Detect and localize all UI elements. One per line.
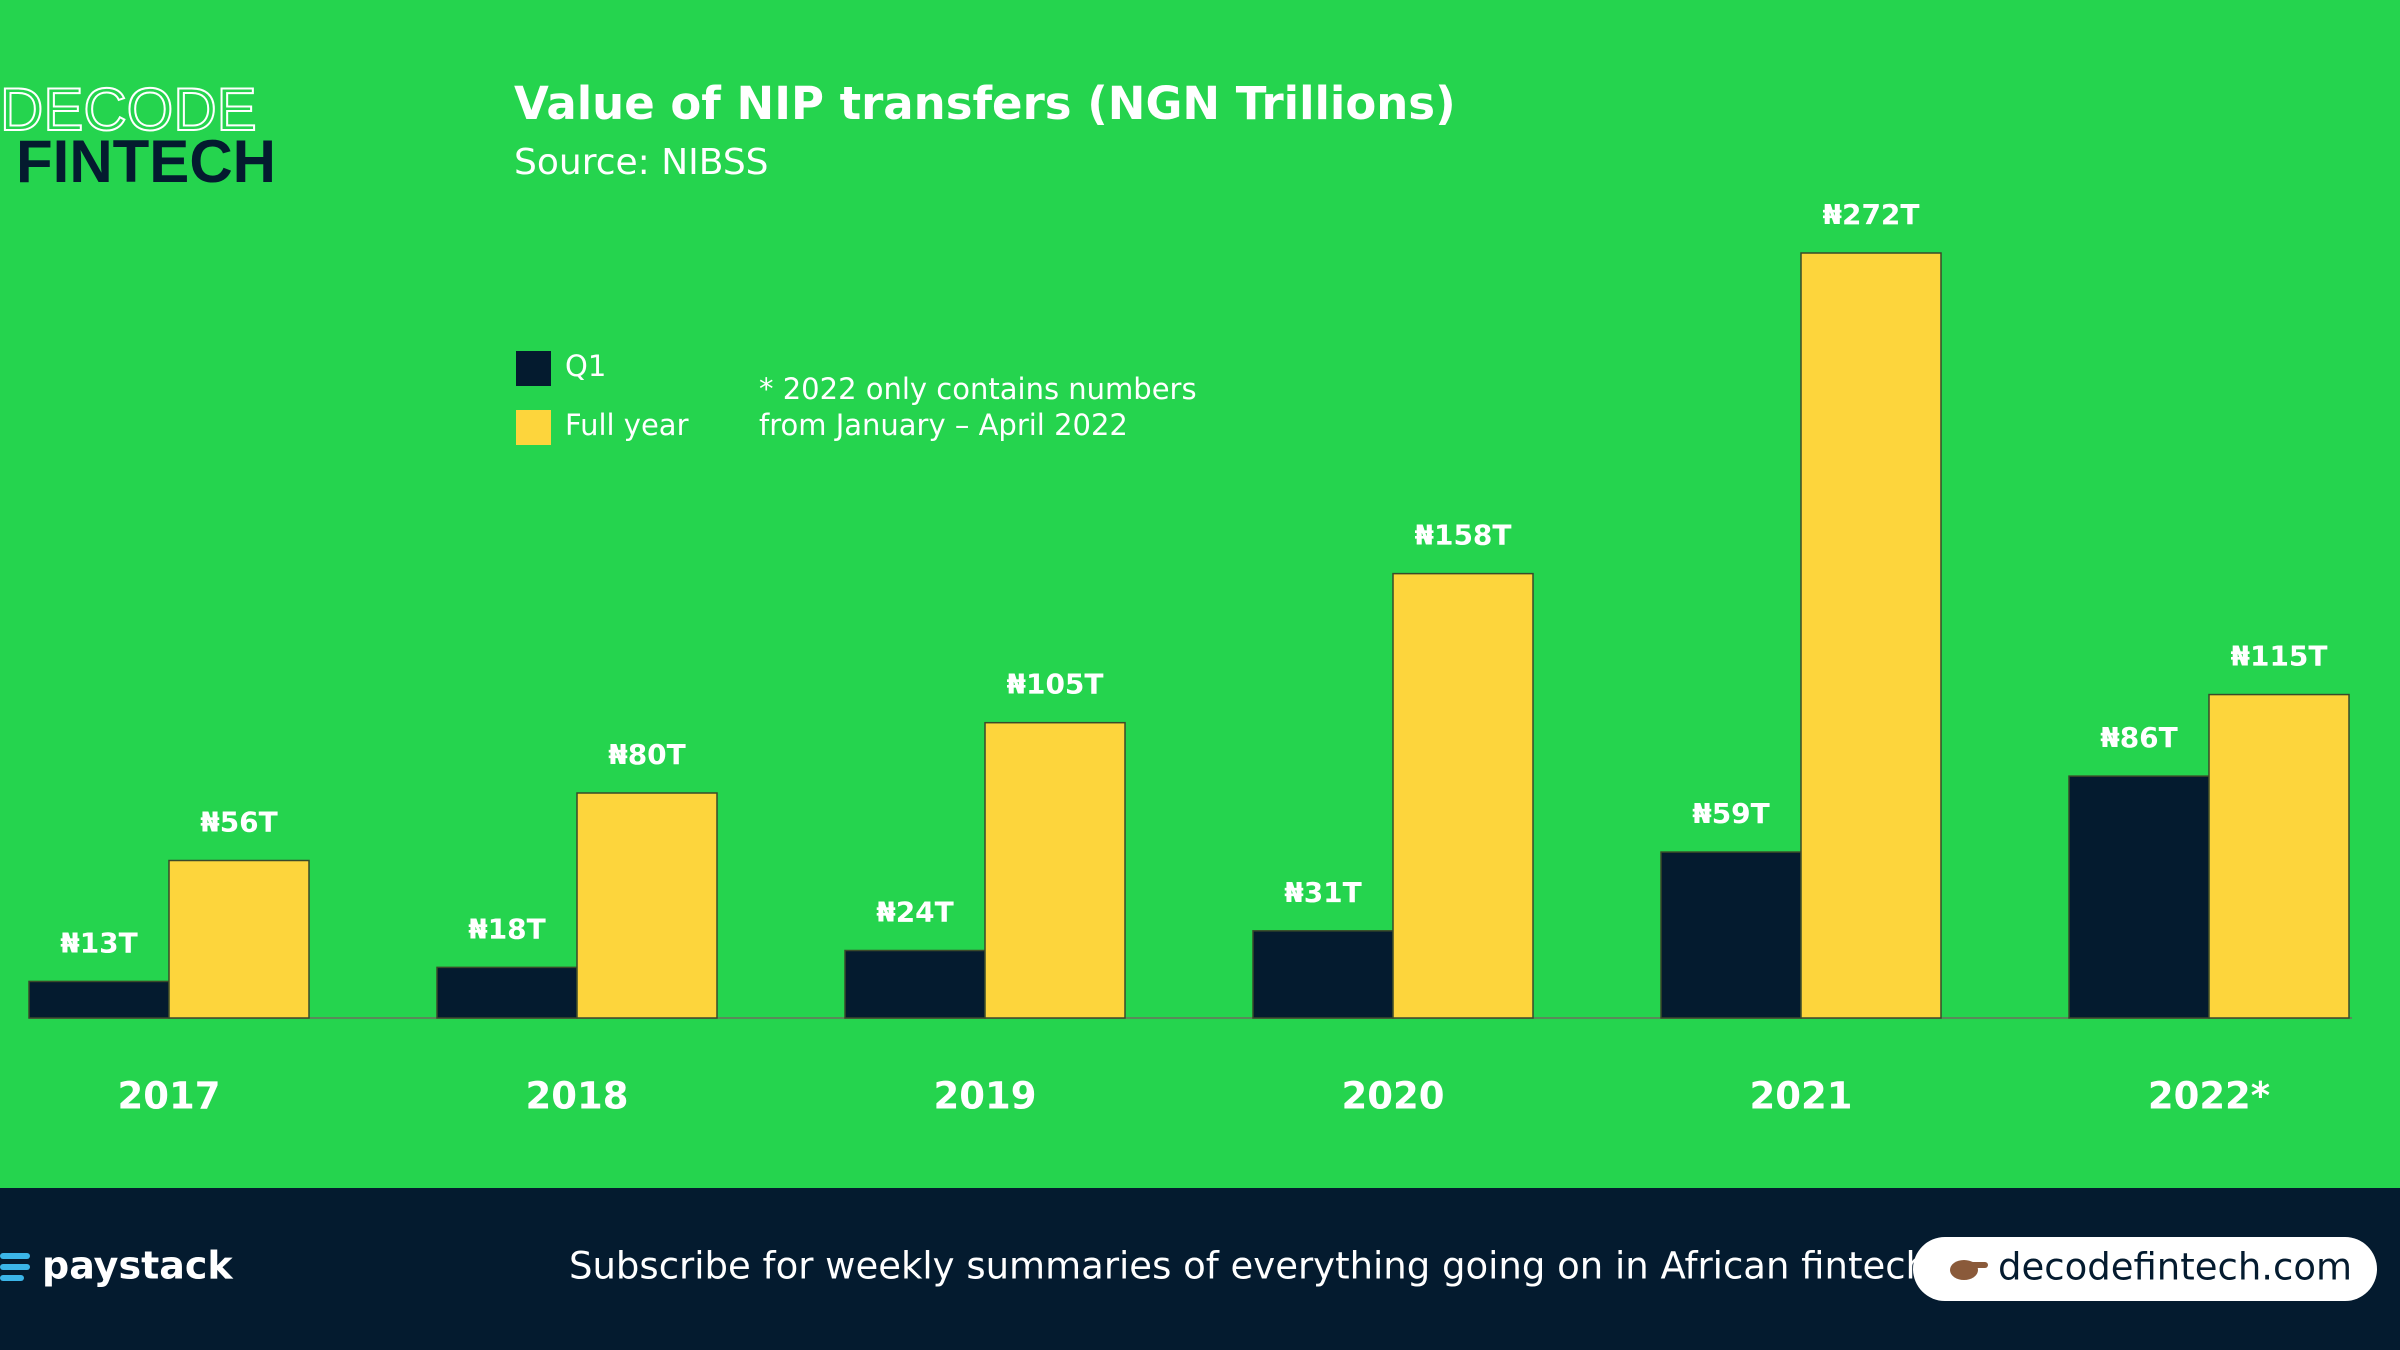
bar <box>2068 775 2210 1019</box>
legend-label: Full year <box>565 408 689 442</box>
bar <box>984 721 1126 1019</box>
bar <box>168 859 310 1019</box>
value-label: ₦59T <box>1692 797 1770 830</box>
value-label: ₦115T <box>2230 640 2327 673</box>
chart-title: Value of NIP transfers (NGN Trillions) <box>514 77 1456 130</box>
pointer-icon <box>1964 1262 1988 1268</box>
note-line: * 2022 only contains numbers <box>759 372 1197 406</box>
chart-subtitle: Source: NIBSS <box>514 142 769 183</box>
x-tick-label: 2017 <box>118 1075 221 1118</box>
legend-swatch <box>516 410 551 445</box>
note-line: from January – April 2022 <box>759 408 1128 442</box>
bar <box>1660 851 1802 1019</box>
footer-text: Subscribe for weekly summaries of everyt… <box>569 1245 1929 1288</box>
value-label: ₦13T <box>60 926 138 959</box>
x-tick-label: 2020 <box>1342 1075 1445 1118</box>
logo-bottom: FINTECH <box>16 128 276 195</box>
value-label: ₦31T <box>1284 876 1362 909</box>
x-tick-label: 2022* <box>2148 1075 2270 1118</box>
x-tick-label: 2019 <box>934 1075 1037 1118</box>
legend-label: Q1 <box>565 349 606 383</box>
x-tick-label: 2018 <box>526 1075 629 1118</box>
value-label: ₦56T <box>200 806 278 839</box>
url[interactable]: decodefintech.com <box>1998 1246 2352 1289</box>
value-label: ₦80T <box>608 738 686 771</box>
bar <box>436 966 578 1019</box>
bar <box>2208 693 2350 1019</box>
bar <box>844 949 986 1019</box>
legend-swatch <box>516 351 551 386</box>
url-pill[interactable] <box>1913 1237 2377 1301</box>
x-tick-label: 2021 <box>1750 1075 1853 1118</box>
bar <box>1392 572 1534 1019</box>
background <box>0 0 2400 1188</box>
bar <box>1800 252 1942 1019</box>
bar <box>28 980 170 1019</box>
value-label: ₦272T <box>1822 198 1919 231</box>
sponsor: paystack <box>42 1244 233 1288</box>
bar <box>1252 930 1394 1019</box>
logo-top: DECODE <box>0 76 257 143</box>
value-label: ₦158T <box>1414 519 1511 552</box>
value-label: ₦86T <box>2100 721 2178 754</box>
value-label: ₦18T <box>468 912 546 945</box>
value-label: ₦24T <box>876 896 954 929</box>
bar <box>576 792 718 1019</box>
sponsor-icon <box>0 1253 30 1281</box>
value-label: ₦105T <box>1006 668 1103 701</box>
